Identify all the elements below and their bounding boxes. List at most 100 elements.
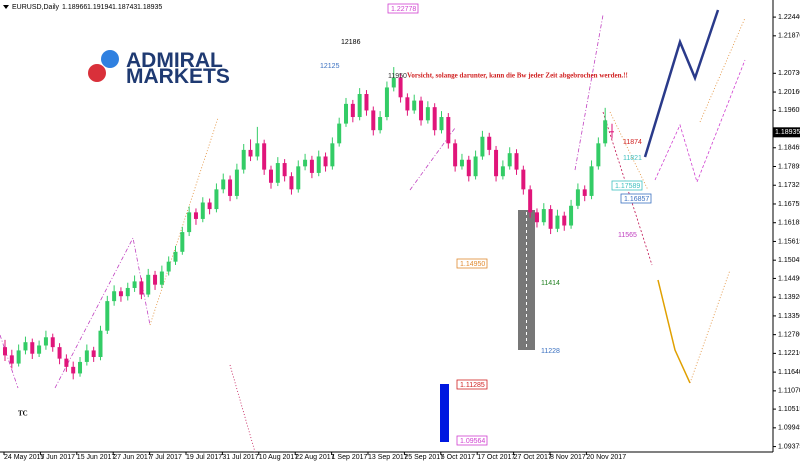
y-tick-label: 1.17325 bbox=[778, 182, 800, 189]
annotation: 1.09564 bbox=[460, 438, 485, 445]
candle-body bbox=[337, 123, 342, 144]
y-tick-label: 1.20730 bbox=[778, 70, 800, 77]
y-tick-label: 1.19605 bbox=[778, 107, 800, 114]
candle-body bbox=[548, 209, 553, 229]
x-tick-label: 17 Oct 2017 bbox=[477, 454, 515, 461]
candle-body bbox=[569, 205, 574, 226]
y-tick-label: 1.09375 bbox=[778, 443, 800, 450]
candle-body bbox=[466, 159, 471, 177]
wave-line bbox=[609, 111, 649, 191]
annotation: 11821 bbox=[623, 155, 642, 162]
annotation: TC bbox=[18, 410, 28, 418]
candle-body bbox=[439, 117, 444, 131]
candle-body bbox=[228, 179, 233, 196]
x-tick-label: 24 May 2017 bbox=[4, 454, 45, 461]
candle-body bbox=[582, 189, 587, 196]
candle-body bbox=[562, 215, 567, 226]
candle-body bbox=[50, 337, 55, 348]
candle-body bbox=[575, 189, 580, 206]
candle-body bbox=[9, 355, 14, 364]
symbol-label: EURUSD,Daily bbox=[12, 4, 60, 11]
candle-body bbox=[255, 143, 260, 157]
candle-body bbox=[16, 350, 21, 364]
target-zone-blue bbox=[440, 384, 449, 442]
header-high: 1.19194 bbox=[87, 4, 112, 11]
candle-body bbox=[603, 120, 608, 144]
plot-frame bbox=[0, 0, 774, 453]
candles bbox=[3, 67, 614, 380]
y-tick-label: 1.22440 bbox=[778, 14, 800, 21]
candle-body bbox=[514, 153, 519, 170]
y-tick-label: 1.11640 bbox=[778, 369, 800, 376]
candle-body bbox=[118, 291, 123, 297]
candle-body bbox=[139, 281, 144, 295]
candle-body bbox=[275, 163, 280, 183]
annotation: 11565 bbox=[618, 232, 637, 239]
candle-body bbox=[132, 281, 137, 288]
x-tick-label: 5 Oct 2017 bbox=[441, 454, 475, 461]
y-tick-label: 1.11070 bbox=[778, 388, 800, 395]
candle-body bbox=[494, 149, 499, 177]
annotation: 11950 bbox=[388, 73, 407, 80]
candle-body bbox=[84, 350, 89, 362]
candle-body bbox=[391, 77, 396, 88]
annotation: 1.22778 bbox=[391, 6, 416, 13]
y-tick-label: 1.10515 bbox=[778, 406, 800, 413]
price-box bbox=[456, 258, 488, 269]
price-box bbox=[456, 379, 488, 390]
annotation: 1.16857 bbox=[624, 196, 649, 203]
candle-body bbox=[112, 291, 117, 302]
candle-body bbox=[43, 337, 48, 346]
candle-body bbox=[357, 94, 362, 118]
y-tick-label: 1.17895 bbox=[778, 163, 800, 170]
price-box bbox=[456, 435, 488, 446]
x-tick-label: 31 Jul 2017 bbox=[222, 454, 258, 461]
header-low: 1.18743 bbox=[112, 4, 137, 11]
wave-line bbox=[574, 14, 604, 171]
candle-body bbox=[500, 166, 505, 177]
price-box bbox=[611, 180, 643, 191]
candle-body bbox=[146, 274, 151, 295]
candle-body bbox=[459, 159, 464, 167]
candle-body bbox=[446, 117, 451, 144]
candle-body bbox=[289, 176, 294, 190]
annotation: 11228 bbox=[541, 348, 560, 355]
axes: 1.22440 1.21870 1.20730 1.20160 1.19605 1.184… bbox=[3, 14, 800, 461]
annotation: 11874 bbox=[623, 139, 642, 146]
projection-alt bbox=[654, 59, 746, 184]
candle-body bbox=[214, 189, 219, 210]
y-tick-label: 1.13920 bbox=[778, 294, 800, 301]
price-box bbox=[620, 193, 652, 204]
candle-body bbox=[303, 159, 308, 167]
candle-body bbox=[473, 156, 478, 177]
candle-body bbox=[528, 189, 533, 213]
y-tick-label: 1.18465 bbox=[778, 145, 800, 152]
candle-body bbox=[555, 215, 560, 229]
y-tick-label: 1.12210 bbox=[778, 350, 800, 357]
candle-body bbox=[296, 166, 301, 190]
candle-body bbox=[541, 209, 546, 223]
candle-body bbox=[187, 212, 192, 233]
header-arrow bbox=[3, 5, 9, 9]
candle-body bbox=[487, 136, 492, 150]
candle-body bbox=[180, 232, 185, 252]
candle-body bbox=[125, 287, 130, 297]
logo-text: ADMIRAL bbox=[126, 49, 223, 72]
candle-body bbox=[153, 274, 158, 285]
candle-body bbox=[398, 77, 403, 98]
candle-body bbox=[596, 143, 601, 167]
current-price-box bbox=[773, 127, 800, 138]
y-tick-label: 1.15615 bbox=[778, 238, 800, 245]
candle-body bbox=[309, 159, 314, 173]
candle-body bbox=[268, 169, 273, 183]
projection-down bbox=[689, 269, 731, 384]
candle-body bbox=[30, 342, 35, 354]
candle-body bbox=[480, 136, 485, 157]
candle-body bbox=[23, 342, 28, 351]
candle-body bbox=[71, 366, 76, 374]
y-tick-label: 1.15045 bbox=[778, 257, 800, 264]
annotation: 1.11285 bbox=[460, 382, 485, 389]
wave-line bbox=[0, 334, 19, 389]
